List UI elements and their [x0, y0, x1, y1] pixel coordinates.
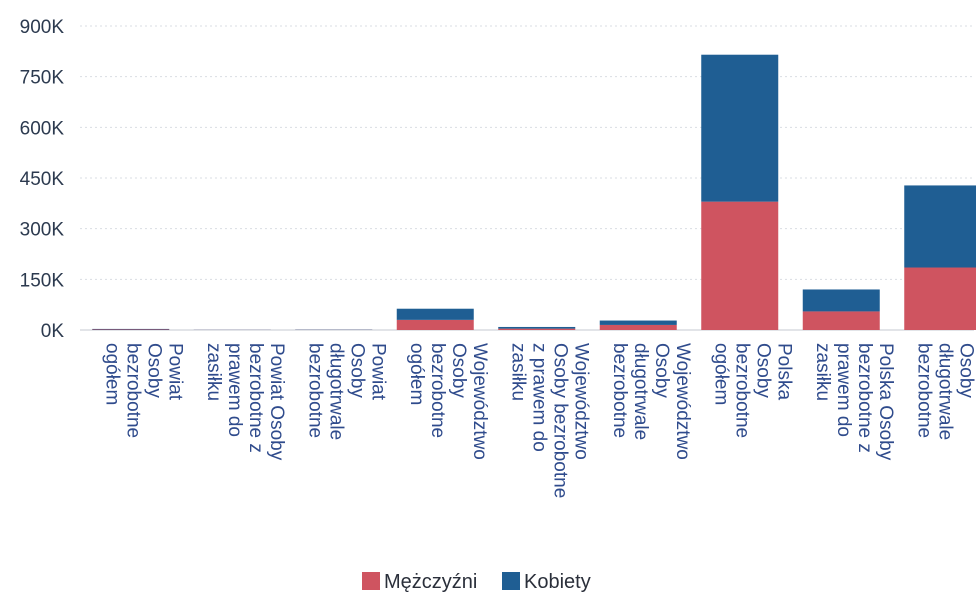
x-category-label-line: zasiłku — [812, 343, 833, 401]
x-category-label-line: bezrobotne — [427, 343, 448, 438]
x-category-label-line: Polska Osoby — [875, 343, 896, 461]
bar-segment[interactable] — [904, 185, 976, 268]
legend[interactable]: Mężczyźni Kobiety — [362, 571, 591, 593]
bars — [92, 54, 976, 330]
x-category-label-line: bezrobotne z — [245, 343, 266, 453]
bar-segment[interactable] — [92, 328, 170, 330]
x-category-label-line: Osoby — [448, 343, 469, 398]
x-category-label-line: długotrwale — [325, 343, 346, 440]
x-category-label-line: Powiat — [367, 343, 388, 401]
x-category-label-line: bezrobotne — [122, 343, 143, 438]
x-category-label-line: ogółem — [406, 343, 427, 405]
y-tick-label: 300K — [20, 220, 65, 241]
bar-segment[interactable] — [92, 329, 170, 330]
legend-label: Kobiety — [524, 571, 591, 593]
legend-swatch — [362, 572, 380, 590]
bar-segment[interactable] — [396, 308, 474, 320]
y-axis-ticks: 0K 150K 300K 450K 600K 750K 900K — [20, 17, 65, 342]
bar-segment[interactable] — [396, 319, 474, 330]
gridlines — [80, 25, 974, 331]
bar-segment[interactable] — [599, 320, 677, 325]
y-tick-label: 0K — [41, 321, 65, 342]
y-tick-label: 450K — [20, 169, 65, 190]
y-tick-label: 750K — [20, 68, 65, 89]
x-category-label-line: Powiat — [164, 343, 185, 401]
x-category-label-line: bezrobotne z — [854, 343, 875, 453]
x-category-label-line: długotrwale — [630, 343, 651, 440]
x-category-label-line: Osoby — [143, 343, 164, 398]
bar-segment[interactable] — [701, 54, 779, 202]
bar-segment[interactable] — [904, 267, 976, 330]
x-category-label-line: bezrobotne — [913, 343, 934, 438]
x-category-label-line: bezrobotne — [304, 343, 325, 438]
legend-label: Mężczyźni — [384, 571, 477, 593]
y-tick-label: 150K — [20, 270, 65, 291]
x-category-label-line: Województwo — [672, 343, 693, 460]
x-category-label-line: Województwo — [570, 343, 591, 460]
x-category-label-line: ogółem — [710, 343, 731, 405]
legend-item[interactable]: Mężczyźni — [362, 571, 477, 593]
x-category-label-line: ogółem — [101, 343, 122, 405]
x-category-label-line: Osoby — [752, 343, 773, 398]
x-category-label-line: długotrwale — [934, 343, 955, 440]
x-category-label-line: prawem do — [224, 343, 245, 437]
x-category-label-line: Powiat Osoby — [266, 343, 287, 461]
bar-segment[interactable] — [498, 326, 576, 329]
legend-item[interactable]: Kobiety — [502, 571, 591, 593]
x-category-label-line: Osoby bezrobotne — [549, 343, 570, 498]
bar-segment[interactable] — [599, 324, 677, 330]
x-category-label-line: Osoby — [651, 343, 672, 398]
x-category-label: PolskaOsobydługotrwalebezrobotne — [913, 343, 976, 440]
x-category-label-line: bezrobotne — [731, 343, 752, 438]
x-category-label-line: bezrobotne — [609, 343, 630, 438]
bar-segment[interactable] — [498, 328, 576, 330]
bar-segment[interactable] — [802, 289, 880, 312]
x-category-label-line: zasiłku — [507, 343, 528, 401]
y-tick-label: 900K — [20, 17, 65, 38]
x-category-label-line: z prawem do — [528, 343, 549, 452]
bar-segment[interactable] — [802, 311, 880, 330]
legend-swatch — [502, 572, 520, 590]
y-tick-label: 600K — [20, 118, 65, 139]
x-category-label-line: Polska — [773, 343, 794, 400]
x-category-label-line: zasiłku — [203, 343, 224, 401]
x-category-label-line: Województwo — [469, 343, 490, 460]
x-category-label-line: Osoby — [955, 343, 976, 398]
bar-segment[interactable] — [701, 201, 779, 330]
x-category-label-line: Osoby — [346, 343, 367, 398]
x-category-label-line: prawem do — [833, 343, 854, 437]
